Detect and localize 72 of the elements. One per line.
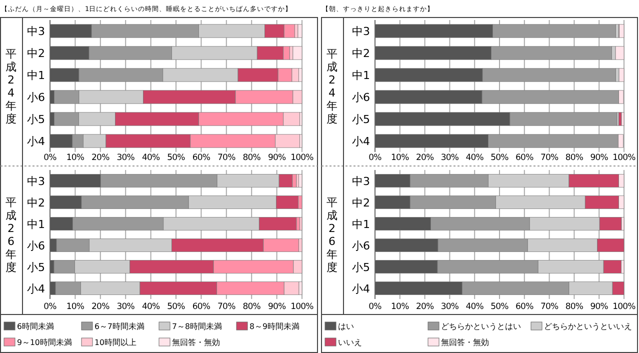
x-tick-label: 0%: [368, 302, 382, 312]
x-tick-label: 20%: [416, 153, 434, 163]
x-tick-label: 50%: [490, 153, 509, 163]
x-tick-label: 0%: [44, 153, 57, 163]
y-tick-label: 中2: [352, 196, 370, 209]
x-tick-label: 50%: [490, 302, 509, 312]
y-tick-label: 小4: [27, 282, 45, 295]
x-tick-label: 70%: [540, 153, 558, 163]
x-tick-label: 20%: [92, 302, 110, 312]
x-tick-label: 50%: [167, 302, 186, 312]
y-tick-label: 小5: [27, 260, 45, 274]
x-tick-label: 60%: [192, 153, 210, 163]
x-tick-label: 60%: [192, 302, 210, 312]
y-tick-label: 小6: [352, 238, 370, 252]
y-tick-label: 小5: [352, 112, 370, 126]
x-tick-label: 50%: [167, 153, 186, 163]
x-tick-label: 80%: [565, 153, 584, 163]
x-tick-label: 100%: [290, 153, 314, 163]
y-tick-label: 小6: [352, 90, 370, 104]
x-tick-label: 0%: [368, 153, 382, 163]
x-tick-label: 30%: [440, 153, 459, 163]
y-tick-label: 小4: [352, 282, 370, 295]
x-tick-label: 0%: [44, 302, 57, 312]
x-tick-label: 40%: [142, 153, 160, 163]
x-tick-label: 20%: [416, 302, 434, 312]
x-tick-label: 100%: [612, 302, 636, 312]
y-tick-label: 中2: [27, 46, 45, 60]
y-tick-label: 中3: [352, 24, 370, 38]
y-tick-label: 小4: [27, 134, 45, 148]
x-tick-label: 90%: [268, 153, 286, 163]
y-tick-label: 中3: [27, 24, 45, 38]
x-tick-label: 40%: [466, 302, 484, 312]
y-tick-label: 中1: [27, 68, 45, 82]
x-tick-label: 70%: [540, 302, 558, 312]
x-tick-label: 80%: [565, 302, 584, 312]
x-tick-label: 30%: [440, 302, 459, 312]
y-axis-title: 平成26年度: [326, 196, 338, 274]
y-tick-label: 中3: [352, 174, 370, 188]
x-tick-label: 30%: [116, 302, 135, 312]
y-tick-label: 小5: [352, 260, 370, 274]
x-tick-label: 40%: [142, 302, 160, 312]
y-tick-label: 中1: [352, 217, 370, 230]
y-tick-label: 小4: [352, 134, 370, 148]
x-tick-label: 10%: [66, 153, 84, 163]
x-tick-label: 20%: [92, 153, 110, 163]
x-tick-label: 100%: [290, 302, 314, 312]
y-tick-label: 中1: [27, 217, 45, 230]
x-tick-label: 10%: [66, 302, 84, 312]
y-axis-title: 平成24年度: [6, 47, 16, 125]
x-tick-label: 90%: [590, 302, 608, 312]
x-tick-label: 10%: [391, 153, 410, 163]
x-tick-label: 10%: [391, 302, 410, 312]
y-tick-label: 中3: [27, 174, 45, 188]
y-tick-label: 中2: [27, 196, 45, 209]
y-tick-label: 中2: [352, 46, 370, 60]
y-axis-title: 平成24年度: [326, 47, 338, 125]
x-tick-label: 60%: [516, 302, 534, 312]
x-tick-label: 60%: [516, 153, 534, 163]
x-tick-label: 100%: [612, 153, 636, 163]
x-tick-label: 90%: [590, 153, 608, 163]
y-tick-label: 小5: [27, 112, 45, 126]
x-tick-label: 80%: [242, 153, 261, 163]
x-tick-label: 70%: [218, 153, 236, 163]
y-tick-label: 小6: [27, 90, 45, 104]
y-tick-label: 中1: [352, 68, 370, 82]
x-tick-label: 80%: [242, 302, 261, 312]
y-tick-label: 小6: [27, 238, 45, 252]
y-axis-title: 平成26年度: [6, 196, 16, 274]
x-tick-label: 90%: [268, 302, 286, 312]
x-tick-label: 70%: [218, 302, 236, 312]
x-tick-label: 40%: [466, 153, 484, 163]
x-tick-label: 30%: [116, 153, 135, 163]
